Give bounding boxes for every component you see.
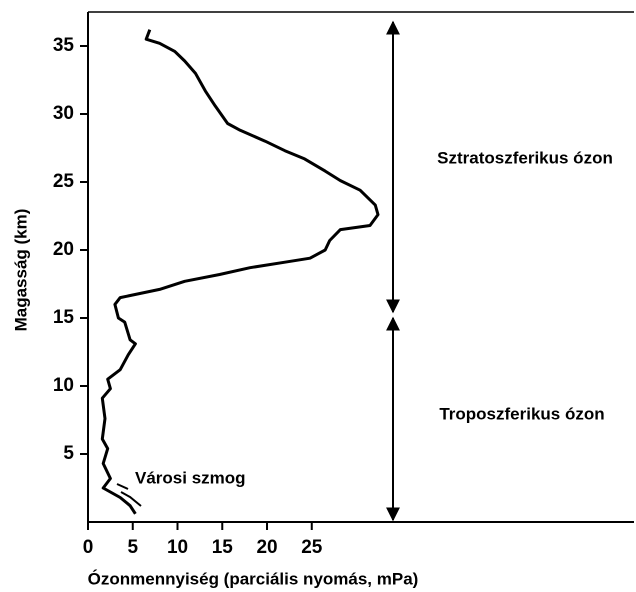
x-tick-label: 5	[127, 537, 138, 558]
x-tick-label: 20	[256, 537, 277, 558]
y-axis-label: Magasság (km)	[11, 209, 30, 332]
y-tick-label: 10	[53, 375, 74, 396]
x-tick-label: 10	[167, 537, 188, 558]
x-tick-label: 15	[212, 537, 234, 558]
y-tick-label: 5	[63, 443, 74, 464]
smog-label: Városi szmog	[135, 468, 246, 487]
smog-line	[116, 483, 142, 507]
x-axis-label: Ózonmennyiség (parciális nyomás, mPa)	[88, 569, 419, 588]
strato-label: Sztratoszferikus ózon	[437, 148, 613, 167]
y-tick-label: 30	[53, 103, 74, 124]
ozone-line	[100, 29, 380, 515]
y-tick-label: 15	[53, 307, 75, 328]
x-tick-label: 0	[83, 537, 94, 558]
y-tick-label: 35	[53, 35, 75, 56]
tropo-label: Troposzferikus ózon	[439, 404, 604, 423]
x-tick-label: 25	[301, 537, 323, 558]
y-tick-label: 25	[53, 171, 75, 192]
y-tick-label: 20	[53, 239, 74, 260]
